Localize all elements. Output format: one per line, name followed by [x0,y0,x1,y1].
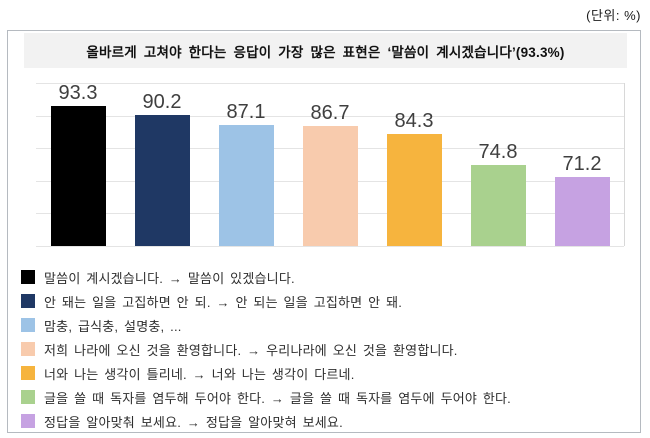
gridline-50 [36,246,624,247]
legend-label: 글을 쓸 때 독자를 염두해 두어야 한다. → 글을 쓸 때 독자를 염두에 … [44,390,511,406]
bar-slot-1: 93.3 [36,83,120,246]
bars-row: 93.3 90.2 87.1 86.7 84.3 74.8 71.2 [36,83,624,246]
bar-value-label-5: 84.3 [394,110,434,133]
unit-label: (단위: %) [586,8,641,23]
legend-row-2: 안 돼는 일을 고집하면 안 되. → 안 되는 일을 고집하면 안 돼. [21,289,631,313]
gridline-100 [36,83,624,84]
chart-panel: 올바르게 고쳐야 한다는 응답이 가장 많은 표현은 ‘말씀이 계시겠습니다’(… [7,30,641,433]
legend-swatch-icon [21,318,35,332]
bar-4 [302,126,358,246]
bar-value-label-2: 90.2 [142,90,182,113]
bar-7 [554,176,610,246]
bar-value-label-3: 87.1 [226,101,266,124]
bar-6 [470,165,526,246]
legend-row-5: 너와 나는 생각이 틀리네. → 너와 나는 생각이 다르네. [21,361,631,385]
legend-label: 너와 나는 생각이 틀리네. → 너와 나는 생각이 다르네. [44,366,355,382]
bar-slot-4: 86.7 [288,83,372,246]
legend-label: 정답을 알아맞춰 보세요. → 정답을 알아맞혀 보세요. [44,414,343,430]
bar-2 [134,114,190,246]
legend-row-4: 저희 나라에 오신 것을 환영합니다. → 우리나라에 오신 것을 환영합니다. [21,337,631,361]
legend-swatch-icon [21,342,35,356]
bar-slot-5: 84.3 [372,83,456,246]
legend-row-7: 정답을 알아맞춰 보세요. → 정답을 알아맞혀 보세요. [21,409,631,433]
legend-label: 저희 나라에 오신 것을 환영합니다. → 우리나라에 오신 것을 환영합니다. [44,342,458,358]
legend-row-3: 맘충, 급식충, 설명충, ... [21,313,631,337]
legend-row-1: 말씀이 계시겠습니다. → 말씀이 있겠습니다. [21,265,631,289]
legend-swatch-icon [21,390,35,404]
legend-row-6: 글을 쓸 때 독자를 염두해 두어야 한다. → 글을 쓸 때 독자를 염두에 … [21,385,631,409]
bar-slot-7: 71.2 [540,83,624,246]
bar-value-label-7: 71.2 [562,152,602,175]
bar-3 [218,125,274,246]
plot-area: 93.3 90.2 87.1 86.7 84.3 74.8 71.2 [36,83,625,247]
legend-label: 맘충, 급식충, 설명충, ... [44,318,182,334]
bar-slot-6: 74.8 [456,83,540,246]
bar-slot-3: 87.1 [204,83,288,246]
bar-value-label-4: 86.7 [310,102,350,125]
bar-value-label-1: 93.3 [58,82,98,104]
bar-slot-2: 90.2 [120,83,204,246]
legend-swatch-icon [21,366,35,380]
legend-swatch-icon [21,414,35,428]
chart-title: 올바르게 고쳐야 한다는 응답이 가장 많은 표현은 ‘말씀이 계시겠습니다’(… [24,33,627,68]
legend-label: 말씀이 계시겠습니다. → 말씀이 있겠습니다. [44,270,295,286]
legend-label: 안 돼는 일을 고집하면 안 되. → 안 되는 일을 고집하면 안 돼. [44,294,403,310]
legend-swatch-icon [21,270,35,284]
legend-swatch-icon [21,294,35,308]
bar-1 [50,106,106,246]
bar-value-label-6: 74.8 [478,141,518,164]
bar-5 [386,134,442,246]
gridline-90 [36,115,624,117]
legend: 말씀이 계시겠습니다. → 말씀이 있겠습니다. 안 돼는 일을 고집하면 안 되… [21,265,631,433]
